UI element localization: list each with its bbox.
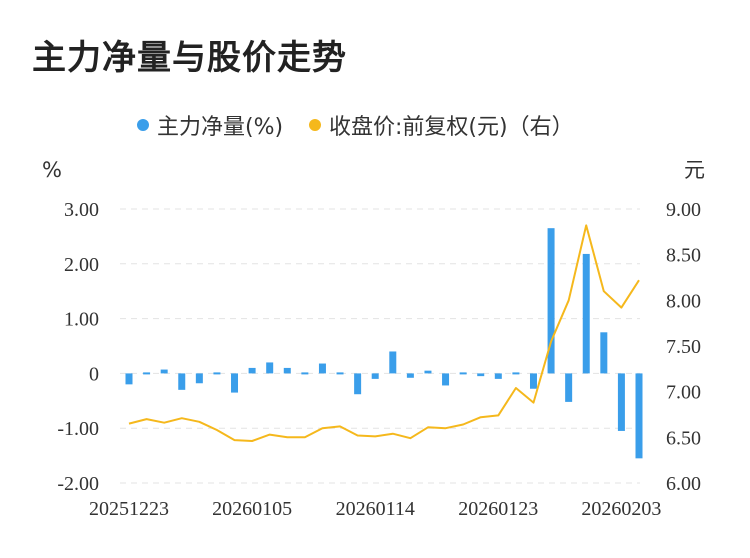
net-flow-bar bbox=[635, 373, 643, 459]
net-flow-bar bbox=[266, 362, 274, 374]
net-flow-bar bbox=[565, 373, 573, 402]
net-flow-bar bbox=[301, 372, 309, 375]
net-flow-bar bbox=[600, 332, 608, 374]
net-flow-bar bbox=[160, 369, 168, 374]
x-tick-label: 20251223 bbox=[89, 498, 169, 520]
net-flow-bar bbox=[442, 373, 450, 386]
net-flow-bar bbox=[529, 373, 537, 389]
net-flow-bar bbox=[248, 367, 256, 374]
left-tick-label: 3.00 bbox=[64, 199, 99, 221]
left-tick-label: 0 bbox=[89, 363, 99, 385]
legend-item-close-price[interactable]: 收盘价:前复权(元)（右） bbox=[309, 108, 574, 142]
left-axis: 3.00 2.00 1.00 0 -1.00 -2.00 bbox=[57, 199, 99, 495]
left-tick-label: 1.00 bbox=[64, 309, 99, 331]
right-tick-label: 6.00 bbox=[666, 473, 701, 495]
close-price-series-line bbox=[128, 224, 640, 442]
net-flow-bar bbox=[125, 373, 133, 385]
net-flow-bars bbox=[125, 228, 643, 459]
net-flow-bar bbox=[494, 373, 502, 379]
right-tick-label: 8.00 bbox=[666, 290, 701, 312]
net-flow-bar bbox=[371, 373, 379, 379]
net-flow-bar bbox=[547, 228, 555, 374]
legend-label-net-flow: 主力净量(%) bbox=[157, 115, 284, 140]
right-axis-unit: 元 bbox=[684, 158, 705, 182]
net-flow-bar bbox=[617, 373, 625, 431]
close-price-line bbox=[128, 224, 640, 442]
net-flow-bar bbox=[354, 373, 362, 395]
left-tick-label: -1.00 bbox=[57, 418, 99, 440]
x-tick-label: 20260114 bbox=[336, 498, 415, 520]
left-axis-unit: % bbox=[42, 158, 62, 182]
net-flow-bar bbox=[231, 373, 239, 393]
net-flow-bar bbox=[477, 373, 485, 377]
net-flow-bar bbox=[424, 370, 432, 374]
x-tick-label: 20260105 bbox=[212, 498, 292, 520]
x-tick-label: 20260123 bbox=[458, 498, 538, 520]
net-flow-bar bbox=[459, 372, 467, 375]
net-flow-bar bbox=[336, 372, 344, 375]
legend-dot-close-price bbox=[309, 119, 321, 131]
legend-item-net-flow[interactable]: 主力净量(%) bbox=[137, 108, 283, 142]
net-flow-bar bbox=[143, 372, 151, 375]
net-flow-bar bbox=[512, 372, 520, 375]
net-flow-bar bbox=[389, 351, 397, 374]
net-flow-bar bbox=[406, 373, 414, 378]
left-tick-label: -2.00 bbox=[57, 473, 99, 495]
right-tick-label: 7.50 bbox=[666, 336, 701, 358]
right-tick-label: 9.00 bbox=[666, 199, 701, 221]
right-axis: 9.00 8.50 8.00 7.50 7.00 6.50 6.00 bbox=[666, 199, 701, 495]
x-tick-label: 20260203 bbox=[581, 498, 661, 520]
chart-title: 主力净量与股价走势 bbox=[32, 38, 347, 78]
net-flow-bar bbox=[178, 373, 186, 390]
net-flow-bar bbox=[213, 372, 221, 375]
net-flow-bar bbox=[283, 367, 291, 374]
legend-dot-net-flow bbox=[137, 119, 149, 131]
right-tick-label: 6.50 bbox=[666, 427, 701, 449]
gridlines bbox=[120, 208, 640, 484]
right-tick-label: 7.00 bbox=[666, 382, 701, 404]
left-tick-label: 2.00 bbox=[64, 254, 99, 276]
net-flow-bar bbox=[582, 253, 590, 374]
right-tick-label: 8.50 bbox=[666, 245, 701, 267]
legend: 主力净量(%) 收盘价:前复权(元)（右） bbox=[0, 108, 750, 142]
x-axis: 20251223 20260105 20260114 20260123 20260203 bbox=[89, 498, 661, 520]
net-flow-bar bbox=[195, 373, 203, 384]
legend-label-close-price: 收盘价:前复权(元)（右） bbox=[329, 115, 574, 140]
net-flow-bar bbox=[318, 363, 326, 374]
